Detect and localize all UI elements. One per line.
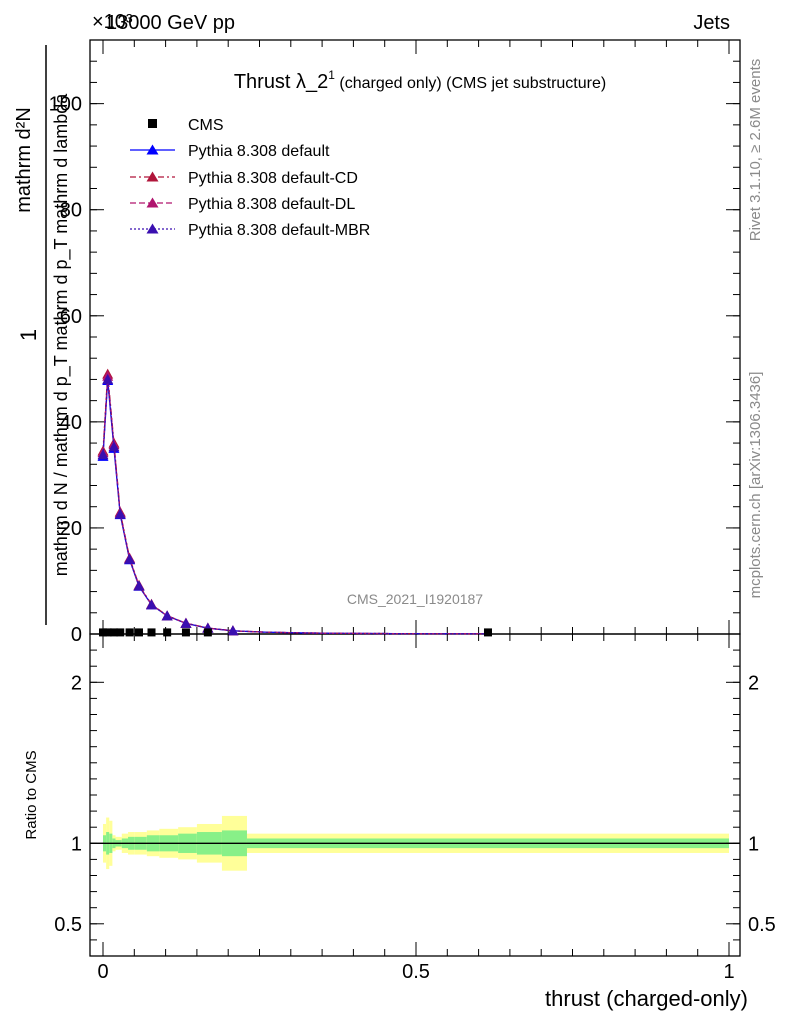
series-marker-3 — [108, 441, 120, 452]
ratio-y-tick-label-right: 2 — [748, 672, 759, 694]
legend-marker-mbr — [146, 223, 159, 234]
series-marker-3 — [133, 580, 145, 591]
cms-data-point — [163, 628, 172, 637]
top-series-layer — [97, 368, 492, 637]
y-tick-label: 60 — [60, 306, 82, 328]
legend-marker-default — [146, 144, 159, 155]
x-tick-label: 0 — [97, 961, 108, 983]
legend-label-cms: CMS — [188, 117, 224, 134]
x-axis-label: thrust (charged-only) — [545, 986, 748, 1011]
y-axis-label-top: 1 — [16, 329, 41, 341]
x-tick-label: 0.5 — [402, 961, 430, 983]
y-tick-label: 100 — [49, 94, 82, 116]
y-axis-numerator: mathrm d²N — [13, 107, 35, 213]
y-axis-label: 1 mathrm d N / mathrm d p_T mathrm d p_T… — [16, 45, 72, 625]
ratio-y-tick-label: 2 — [71, 672, 82, 694]
cms-data-point — [125, 628, 134, 637]
cms-data-point — [134, 628, 143, 637]
cms-data-point — [116, 628, 125, 637]
series-marker-3 — [161, 610, 173, 621]
title-suffix: (charged only) (CMS jet substructure) — [335, 75, 606, 92]
series-marker-3 — [102, 373, 114, 384]
ratio-y-tick-label: 0.5 — [54, 914, 82, 936]
cms-data-point — [109, 628, 118, 637]
analysis-watermark: CMS_2021_I1920187 — [347, 591, 483, 607]
cms-data-point — [181, 628, 190, 637]
cms-data-point — [99, 628, 107, 637]
ratio-bands-layer — [90, 815, 740, 871]
series-marker-3 — [180, 617, 192, 628]
energy-label: 13000 GeV pp — [106, 12, 235, 34]
plot-title: Thrust λ_21 (charged only) (CMS jet subs… — [234, 68, 606, 93]
legend-label-cd: Pythia 8.308 default-CD — [188, 170, 358, 187]
ratio-y-tick-label-right: 0.5 — [748, 914, 776, 936]
legend-label-dl: Pythia 8.308 default-DL — [188, 196, 355, 213]
series-marker-3 — [97, 449, 109, 460]
series-marker-3 — [227, 625, 239, 636]
legend-marker-dl — [146, 197, 159, 208]
series-marker-3 — [146, 599, 158, 610]
title-main: Thrust λ_2 — [234, 71, 328, 93]
y-tick-label: 0 — [71, 624, 82, 646]
ratio-axis-ticks: 0.5 0.5 1 1 2 2 0 0.5 1 — [54, 634, 776, 983]
legend-label-mbr: Pythia 8.308 default-MBR — [188, 222, 370, 239]
y-axis-label-bottom: mathrm d N / mathrm d p_T mathrm d p_T m… — [51, 93, 72, 576]
y-tick-label: 20 — [60, 518, 82, 540]
cms-data-point — [103, 628, 112, 637]
cms-data-point — [483, 628, 492, 637]
rivet-label: Rivet 3.1.10, ≥ 2.6M events — [747, 59, 764, 242]
cms-data-point — [147, 628, 156, 637]
mcplots-label: mcplots.cern.ch [arXiv:1306.3436] — [747, 372, 764, 599]
x-tick-label: 1 — [723, 961, 734, 983]
exponent-label: ×10³ — [92, 11, 133, 33]
ratio-plot-frame — [89, 633, 741, 957]
series-marker-3 — [124, 553, 136, 564]
series-marker-3 — [114, 508, 126, 519]
y-tick-label: 40 — [60, 412, 82, 434]
title-superscript: 1 — [328, 68, 335, 82]
series-line-3 — [102, 379, 488, 635]
process-label: Jets — [693, 12, 730, 34]
legend-marker-cd — [146, 171, 159, 182]
y-tick-label: 80 — [60, 200, 82, 222]
legend: CMS Pythia 8.308 default Pythia 8.308 de… — [130, 117, 370, 239]
ratio-y-tick-label-right: 1 — [748, 833, 759, 855]
legend-label-default: Pythia 8.308 default — [188, 143, 330, 160]
ratio-y-tick-label: 1 — [71, 833, 82, 855]
top-axis-ticks: 0 20 40 60 80 100 — [49, 39, 740, 646]
ratio-y-label: Ratio to CMS — [23, 750, 40, 839]
legend-marker-cms — [148, 119, 157, 128]
cms-data-point — [203, 628, 212, 637]
